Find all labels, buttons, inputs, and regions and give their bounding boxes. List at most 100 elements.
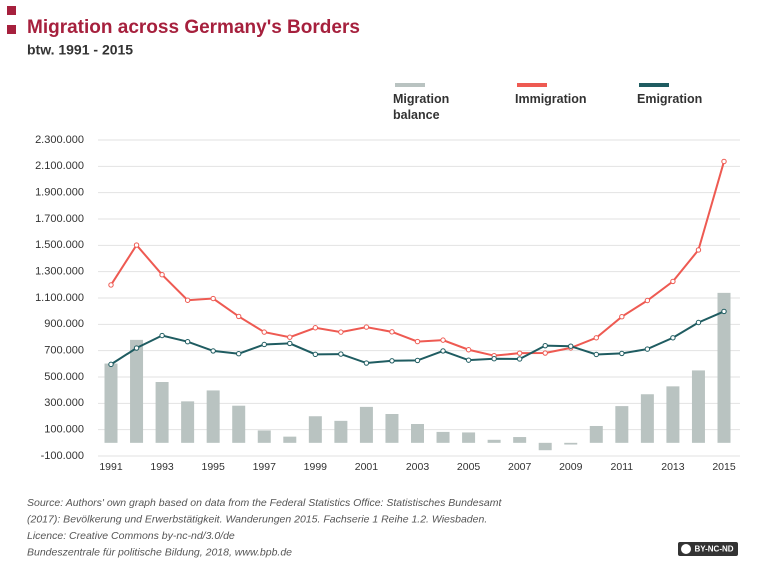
bar: [104, 363, 118, 443]
y-tick-label: 2.300.000: [35, 134, 84, 146]
point: [363, 360, 370, 366]
point: [414, 357, 421, 364]
y-tick-label: 700.000: [44, 345, 84, 357]
point: [184, 297, 191, 303]
license-badge-text: BY-NC-ND: [694, 545, 733, 554]
point: [108, 361, 114, 368]
bar: [640, 394, 654, 443]
point: [542, 350, 548, 356]
bar: [155, 382, 169, 443]
decor-square: [7, 25, 16, 34]
bar: [513, 437, 527, 443]
y-tick-label: 300.000: [44, 397, 84, 409]
point: [593, 351, 599, 358]
bar: [359, 406, 373, 443]
point: [159, 271, 165, 278]
cc-icon: [681, 544, 691, 554]
point: [721, 158, 727, 165]
bar: [436, 431, 450, 443]
point: [670, 278, 676, 285]
point: [210, 348, 216, 354]
point: [236, 313, 242, 320]
bar: [334, 420, 348, 443]
point: [516, 350, 523, 356]
point: [695, 247, 702, 253]
legend-label: Migration balance: [393, 92, 450, 122]
bar: [206, 390, 220, 443]
point: [363, 324, 370, 330]
point: [670, 335, 676, 341]
point: [133, 345, 140, 351]
bar: [257, 430, 271, 443]
x-tick-label: 2009: [559, 461, 583, 473]
y-tick-label: 1.900.000: [35, 187, 84, 199]
point: [695, 319, 702, 326]
point: [619, 350, 625, 357]
x-tick-label: 1991: [99, 461, 123, 473]
legend-label: Immigration: [515, 92, 587, 106]
chart-subtitle: btw. 1991 - 2015: [27, 42, 133, 58]
point: [465, 347, 472, 353]
source-line: (2017): Bevölkerung und Erwerbstätigkeit…: [27, 513, 487, 525]
point: [516, 356, 523, 362]
point: [261, 341, 267, 348]
bar: [130, 339, 144, 443]
x-tick-label: 2015: [712, 461, 736, 473]
x-tick-label: 2003: [406, 461, 430, 473]
point: [491, 355, 497, 362]
point: [312, 351, 319, 358]
x-tick-label: 2011: [611, 461, 634, 473]
y-tick-label: 900.000: [44, 318, 84, 330]
bar: [308, 416, 322, 443]
source-line: Licence: Creative Commons by-nc-nd/3.0/d…: [27, 530, 235, 542]
bar: [487, 439, 501, 443]
point: [287, 340, 293, 347]
point: [108, 282, 114, 288]
source-line: Bundeszentrale für politische Bildung, 2…: [27, 546, 292, 558]
point: [542, 342, 548, 349]
y-tick-label: 1.500.000: [35, 239, 84, 251]
bar: [538, 442, 552, 451]
bar: [232, 405, 246, 443]
point: [644, 346, 651, 352]
point: [440, 348, 446, 354]
point: [236, 350, 242, 357]
point: [261, 329, 267, 335]
point: [465, 357, 472, 363]
bar: [615, 406, 629, 443]
point: [644, 297, 651, 304]
point: [287, 334, 293, 340]
bar: [283, 436, 297, 443]
x-tick-label: 2007: [508, 461, 532, 473]
point: [210, 295, 216, 302]
source-line: Source: Authors' own graph based on data…: [27, 497, 502, 509]
bar: [462, 432, 476, 443]
bar: [666, 386, 680, 443]
y-tick-label: 500.000: [44, 371, 84, 383]
point: [312, 325, 319, 331]
x-tick-label: 1997: [253, 461, 277, 473]
point: [593, 335, 599, 341]
point: [389, 329, 395, 335]
y-tick-label: 1.300.000: [35, 266, 84, 278]
point: [338, 351, 344, 357]
bar: [717, 292, 731, 443]
x-tick-label: 1995: [201, 461, 225, 473]
y-tick-label: 1.700.000: [35, 213, 84, 225]
bar: [411, 424, 424, 443]
x-tick-label: 1993: [150, 461, 174, 473]
bar: [691, 370, 705, 443]
bar: [589, 425, 603, 443]
x-tick-label: 1999: [304, 461, 328, 473]
point: [133, 242, 140, 248]
point: [568, 343, 574, 349]
y-tick-label: 2.100.000: [35, 160, 84, 172]
line: [110, 310, 725, 366]
point: [721, 308, 727, 315]
legend-label: Emigration: [637, 92, 703, 106]
bar: [564, 442, 578, 445]
point: [159, 332, 165, 339]
decor-square: [7, 6, 16, 15]
